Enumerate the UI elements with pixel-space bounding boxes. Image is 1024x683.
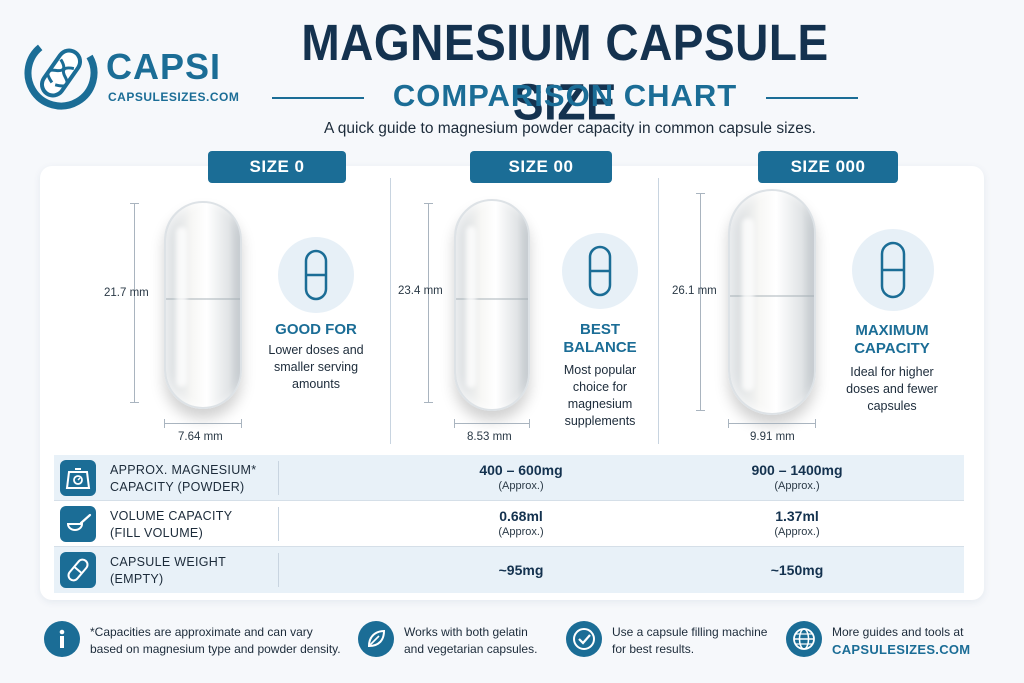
footer-note-guides: More guides and tools at CAPSULESIZES.CO… <box>832 625 971 657</box>
capsule-icon <box>880 241 906 299</box>
size-00-volume: 0.68ml (Approx.) <box>498 508 544 538</box>
size-000-capsule <box>728 189 816 415</box>
row-label: CAPSULE WEIGHT (EMPTY) <box>110 555 227 586</box>
size-0-diameter: 7.64 mm <box>178 431 223 443</box>
size-0-length: 21.7 mm <box>104 287 149 299</box>
size-00-diameter: 8.53 mm <box>467 431 512 443</box>
length-dimension-line <box>424 203 433 403</box>
size-000-volume: 1.37ml (Approx.) <box>774 508 820 538</box>
size-0-capsule <box>164 201 242 409</box>
length-dimension-line <box>696 193 705 411</box>
width-dimension-line <box>164 419 242 428</box>
feature-capsule-badge <box>562 233 638 309</box>
page-tagline: A quick guide to magnesium powder capaci… <box>324 120 816 137</box>
table-row: CAPSULE WEIGHT (EMPTY) ~95mg ~150mg <box>54 547 964 593</box>
size-000-diameter: 9.91 mm <box>750 431 795 443</box>
size-00-weight: ~95mg <box>498 562 544 578</box>
brand-url: CAPSULESIZES.COM <box>108 90 240 104</box>
capsule-icon <box>588 245 612 297</box>
row-label: VOLUME CAPACITY (FILL VOLUME) <box>110 509 233 540</box>
globe-icon <box>786 621 822 657</box>
width-dimension-line <box>728 419 816 428</box>
size-00-feature-text: Most popular choice for magnesium supple… <box>563 363 637 428</box>
info-icon <box>44 621 80 657</box>
row-label: APPROX. MAGNESIUM* CAPACITY (POWDER) <box>110 463 257 494</box>
table-row: APPROX. MAGNESIUM* CAPACITY (POWDER) 400… <box>54 455 964 501</box>
size-000-length: 26.1 mm <box>672 285 717 297</box>
size-00-length: 23.4 mm <box>398 285 443 297</box>
size-0-feature-title: GOOD FOR <box>275 321 357 338</box>
length-dimension-line <box>130 203 139 403</box>
capsule-dna-logo-icon <box>24 36 98 110</box>
scoop-icon <box>60 506 96 542</box>
scale-icon <box>60 460 96 496</box>
footer-note-approximate: *Capacities are approximate and can vary… <box>90 625 341 656</box>
column-divider <box>390 178 391 444</box>
feature-capsule-badge <box>278 237 354 313</box>
size-00-capsule <box>454 199 530 411</box>
website-link[interactable]: CAPSULESIZES.COM <box>832 642 971 657</box>
brand-name: CAPSI <box>106 46 222 87</box>
footer-note-machine: Use a capsule filling machine for best r… <box>612 625 768 656</box>
subtitle-block: COMPARISON CHART <box>272 76 858 118</box>
size-000-weight: ~150mg <box>770 562 824 578</box>
leaf-icon <box>358 621 394 657</box>
subtitle-rule-right <box>766 97 858 99</box>
feature-capsule-badge <box>852 229 934 311</box>
size-00-feature-title: BEST BALANCE <box>563 321 637 356</box>
capsule-icon <box>304 249 328 301</box>
brand-logo[interactable]: CAPSI CAPSULESIZES.COM <box>22 34 242 114</box>
page-subtitle: COMPARISON CHART <box>392 78 738 113</box>
subtitle-rule-left <box>272 97 364 99</box>
size-00-capacity: 400 – 600mg (Approx.) <box>479 462 563 492</box>
size-00-label: SIZE 00 <box>470 151 612 183</box>
column-divider <box>658 178 659 444</box>
footer-note-gelatin: Works with both gelatin and vegetarian c… <box>404 625 538 656</box>
size-000-feature-title: MAXIMUM CAPACITY <box>854 322 930 357</box>
table-row: VOLUME CAPACITY (FILL VOLUME) 0.68ml (Ap… <box>54 501 964 547</box>
check-icon <box>566 621 602 657</box>
capsule-icon <box>60 552 96 588</box>
size-0-label: SIZE 0 <box>208 151 346 183</box>
size-000-feature-text: Ideal for higher doses and fewer capsule… <box>846 365 938 413</box>
size-0-feature-text: Lower doses and smaller serving amounts <box>268 343 364 391</box>
size-000-label: SIZE 000 <box>758 151 898 183</box>
page-title: MAGNESIUM CAPSULE SIZE <box>301 13 829 131</box>
width-dimension-line <box>454 419 530 428</box>
size-000-capacity: 900 – 1400mg (Approx.) <box>751 462 843 492</box>
